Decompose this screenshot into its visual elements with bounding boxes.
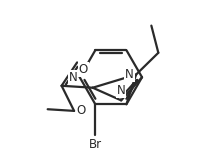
Text: O: O (79, 63, 88, 76)
Text: N: N (125, 68, 134, 81)
Text: N: N (117, 84, 126, 97)
Text: O: O (76, 104, 85, 117)
Text: Br: Br (89, 138, 102, 151)
Text: N: N (69, 71, 77, 84)
